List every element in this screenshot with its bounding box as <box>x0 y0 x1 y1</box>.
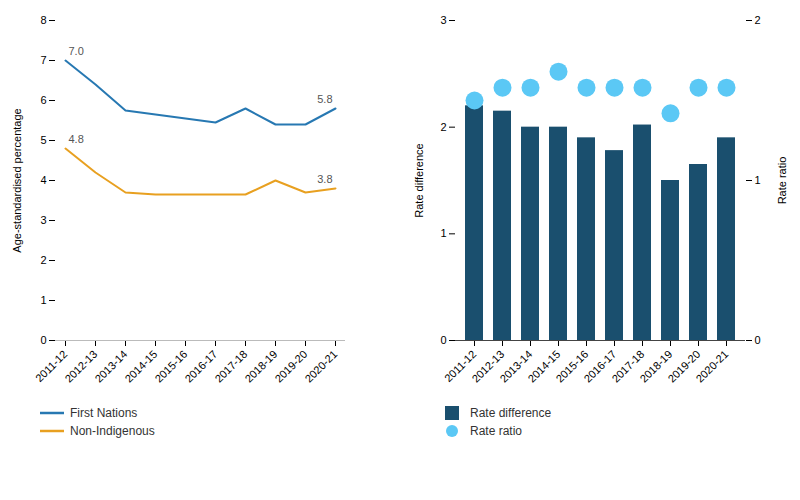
svg-text:2018-19: 2018-19 <box>242 348 279 385</box>
svg-text:6: 6 <box>40 94 46 106</box>
svg-text:2014-15: 2014-15 <box>525 347 563 385</box>
svg-text:4.8: 4.8 <box>69 133 84 145</box>
svg-text:2011-12: 2011-12 <box>441 347 479 385</box>
svg-text:2015-16: 2015-16 <box>152 348 189 385</box>
svg-text:2011-12: 2011-12 <box>32 347 70 385</box>
svg-text:7: 7 <box>40 54 46 66</box>
svg-text:1: 1 <box>40 294 46 306</box>
svg-text:Age-standardised percentage: Age-standardised percentage <box>11 108 23 252</box>
html-text:Rate difference: Rate difference <box>470 406 552 420</box>
svg-text:2020-21: 2020-21 <box>693 348 730 385</box>
svg-text:2: 2 <box>40 254 46 266</box>
svg-text:2: 2 <box>440 121 446 133</box>
svg-text:2: 2 <box>755 14 761 26</box>
svg-text:2019-20: 2019-20 <box>665 347 703 385</box>
svg-text:2017-18: 2017-18 <box>609 347 647 385</box>
html-text:Non-Indigenous: Non-Indigenous <box>70 424 155 438</box>
svg-text:2013-14: 2013-14 <box>92 348 129 385</box>
svg-text:3.8: 3.8 <box>317 173 332 185</box>
svg-text:Rate ratio: Rate ratio <box>776 157 788 205</box>
svg-text:8: 8 <box>40 14 46 26</box>
svg-text:7.0: 7.0 <box>69 45 84 57</box>
svg-text:2016-17: 2016-17 <box>581 347 619 385</box>
svg-text:2015-16: 2015-16 <box>553 347 591 385</box>
svg-text:2012-13: 2012-13 <box>62 348 99 385</box>
svg-text:2018-19: 2018-19 <box>637 347 675 385</box>
svg-text:4: 4 <box>40 174 46 186</box>
svg-text:2014-15: 2014-15 <box>122 348 159 385</box>
svg-text:5.8: 5.8 <box>317 93 332 105</box>
svg-text:Rate difference: Rate difference <box>413 143 425 217</box>
svg-text:0: 0 <box>440 334 446 346</box>
svg-text:2012-13: 2012-13 <box>469 347 507 385</box>
svg-text:2013-14: 2013-14 <box>497 347 535 385</box>
svg-text:0: 0 <box>755 334 761 346</box>
svg-text:3: 3 <box>40 214 46 226</box>
html-text:Rate ratio: Rate ratio <box>470 424 522 438</box>
svg-text:1: 1 <box>755 174 761 186</box>
svg-text:2019-20: 2019-20 <box>272 348 309 385</box>
svg-text:2017-18: 2017-18 <box>212 348 249 385</box>
svg-text:3: 3 <box>440 14 446 26</box>
svg-text:2016-17: 2016-17 <box>182 348 219 385</box>
svg-text:1: 1 <box>440 227 446 239</box>
svg-text:0: 0 <box>40 334 46 346</box>
svg-text:5: 5 <box>40 134 46 146</box>
svg-text:2020-21: 2020-21 <box>302 348 339 385</box>
html-text:First Nations: First Nations <box>70 406 138 420</box>
